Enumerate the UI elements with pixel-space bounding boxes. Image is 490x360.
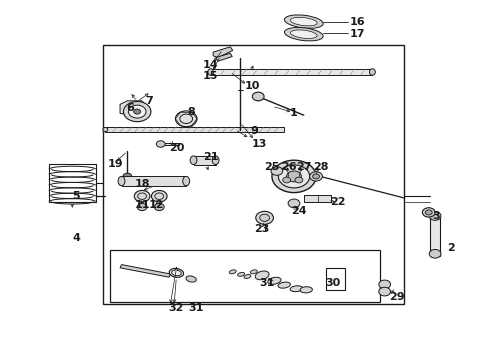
Circle shape [422, 208, 435, 217]
Circle shape [137, 203, 147, 211]
Text: 22: 22 [330, 197, 346, 207]
Circle shape [295, 177, 303, 183]
Ellipse shape [291, 30, 317, 39]
Ellipse shape [284, 15, 323, 28]
Text: 16: 16 [350, 17, 366, 27]
Polygon shape [213, 47, 233, 58]
Circle shape [313, 174, 319, 179]
Polygon shape [120, 101, 145, 115]
Ellipse shape [190, 156, 197, 165]
Circle shape [379, 280, 391, 289]
Polygon shape [211, 69, 372, 75]
Circle shape [123, 102, 151, 122]
Circle shape [256, 211, 273, 224]
Ellipse shape [255, 271, 269, 280]
Ellipse shape [118, 176, 125, 186]
Ellipse shape [103, 127, 108, 132]
Circle shape [154, 203, 164, 211]
Text: 19: 19 [107, 159, 123, 169]
Bar [326, 268, 345, 290]
Circle shape [429, 212, 441, 220]
Polygon shape [216, 53, 232, 61]
Text: 7: 7 [146, 96, 153, 106]
Ellipse shape [250, 270, 257, 274]
Text: 20: 20 [169, 143, 184, 153]
Circle shape [271, 167, 283, 175]
Circle shape [379, 287, 391, 296]
Ellipse shape [212, 156, 219, 165]
Bar [110, 250, 380, 302]
Ellipse shape [172, 270, 181, 276]
Polygon shape [120, 265, 171, 277]
Circle shape [252, 92, 264, 101]
Text: 3: 3 [432, 211, 440, 221]
Circle shape [283, 177, 291, 183]
Ellipse shape [244, 274, 251, 279]
Bar [103, 45, 404, 304]
Text: 14: 14 [203, 60, 219, 70]
Text: 13: 13 [252, 139, 268, 149]
Ellipse shape [229, 270, 236, 274]
Text: 11: 11 [134, 200, 150, 210]
Ellipse shape [238, 272, 245, 276]
Text: 5: 5 [72, 191, 80, 201]
Text: 9: 9 [251, 126, 259, 136]
Polygon shape [194, 156, 216, 165]
Ellipse shape [291, 17, 317, 26]
Text: 28: 28 [313, 162, 329, 172]
Circle shape [134, 109, 141, 114]
Text: 10: 10 [245, 81, 260, 91]
Text: 27: 27 [296, 162, 312, 172]
Circle shape [260, 214, 270, 221]
Ellipse shape [290, 286, 303, 292]
Text: 31: 31 [259, 278, 275, 288]
Text: 15: 15 [203, 71, 219, 81]
Bar [304, 195, 331, 202]
Text: 18: 18 [134, 179, 150, 189]
Ellipse shape [183, 176, 190, 186]
Text: 8: 8 [187, 107, 195, 117]
Text: 17: 17 [350, 29, 366, 39]
Text: 23: 23 [254, 224, 270, 234]
Polygon shape [162, 143, 179, 145]
Polygon shape [122, 176, 186, 186]
Text: 31: 31 [188, 303, 204, 313]
Circle shape [425, 210, 432, 215]
Text: 12: 12 [149, 200, 165, 210]
Text: 26: 26 [281, 162, 297, 172]
Ellipse shape [268, 277, 281, 284]
Ellipse shape [369, 69, 375, 75]
Ellipse shape [284, 27, 323, 41]
Circle shape [128, 105, 146, 118]
Circle shape [175, 111, 197, 127]
Text: 32: 32 [169, 303, 184, 313]
Circle shape [310, 172, 322, 181]
Text: 1: 1 [290, 108, 298, 118]
Circle shape [288, 199, 300, 208]
Circle shape [151, 190, 167, 202]
Ellipse shape [186, 276, 196, 282]
Polygon shape [105, 127, 284, 132]
Text: 25: 25 [264, 162, 280, 172]
Circle shape [123, 173, 132, 180]
Circle shape [156, 141, 165, 147]
Ellipse shape [208, 69, 214, 75]
Circle shape [299, 167, 314, 178]
Text: 29: 29 [389, 292, 405, 302]
Ellipse shape [278, 282, 291, 288]
Circle shape [272, 160, 316, 193]
Ellipse shape [300, 287, 312, 293]
Circle shape [134, 190, 150, 202]
Ellipse shape [169, 269, 184, 277]
Text: 24: 24 [291, 206, 307, 216]
Circle shape [278, 165, 310, 188]
Text: 21: 21 [203, 152, 219, 162]
Bar [430, 216, 440, 256]
Text: 4: 4 [72, 233, 80, 243]
Text: 6: 6 [126, 103, 134, 113]
Circle shape [287, 171, 301, 182]
Text: 2: 2 [447, 243, 455, 253]
Circle shape [429, 249, 441, 258]
Text: 30: 30 [325, 278, 341, 288]
